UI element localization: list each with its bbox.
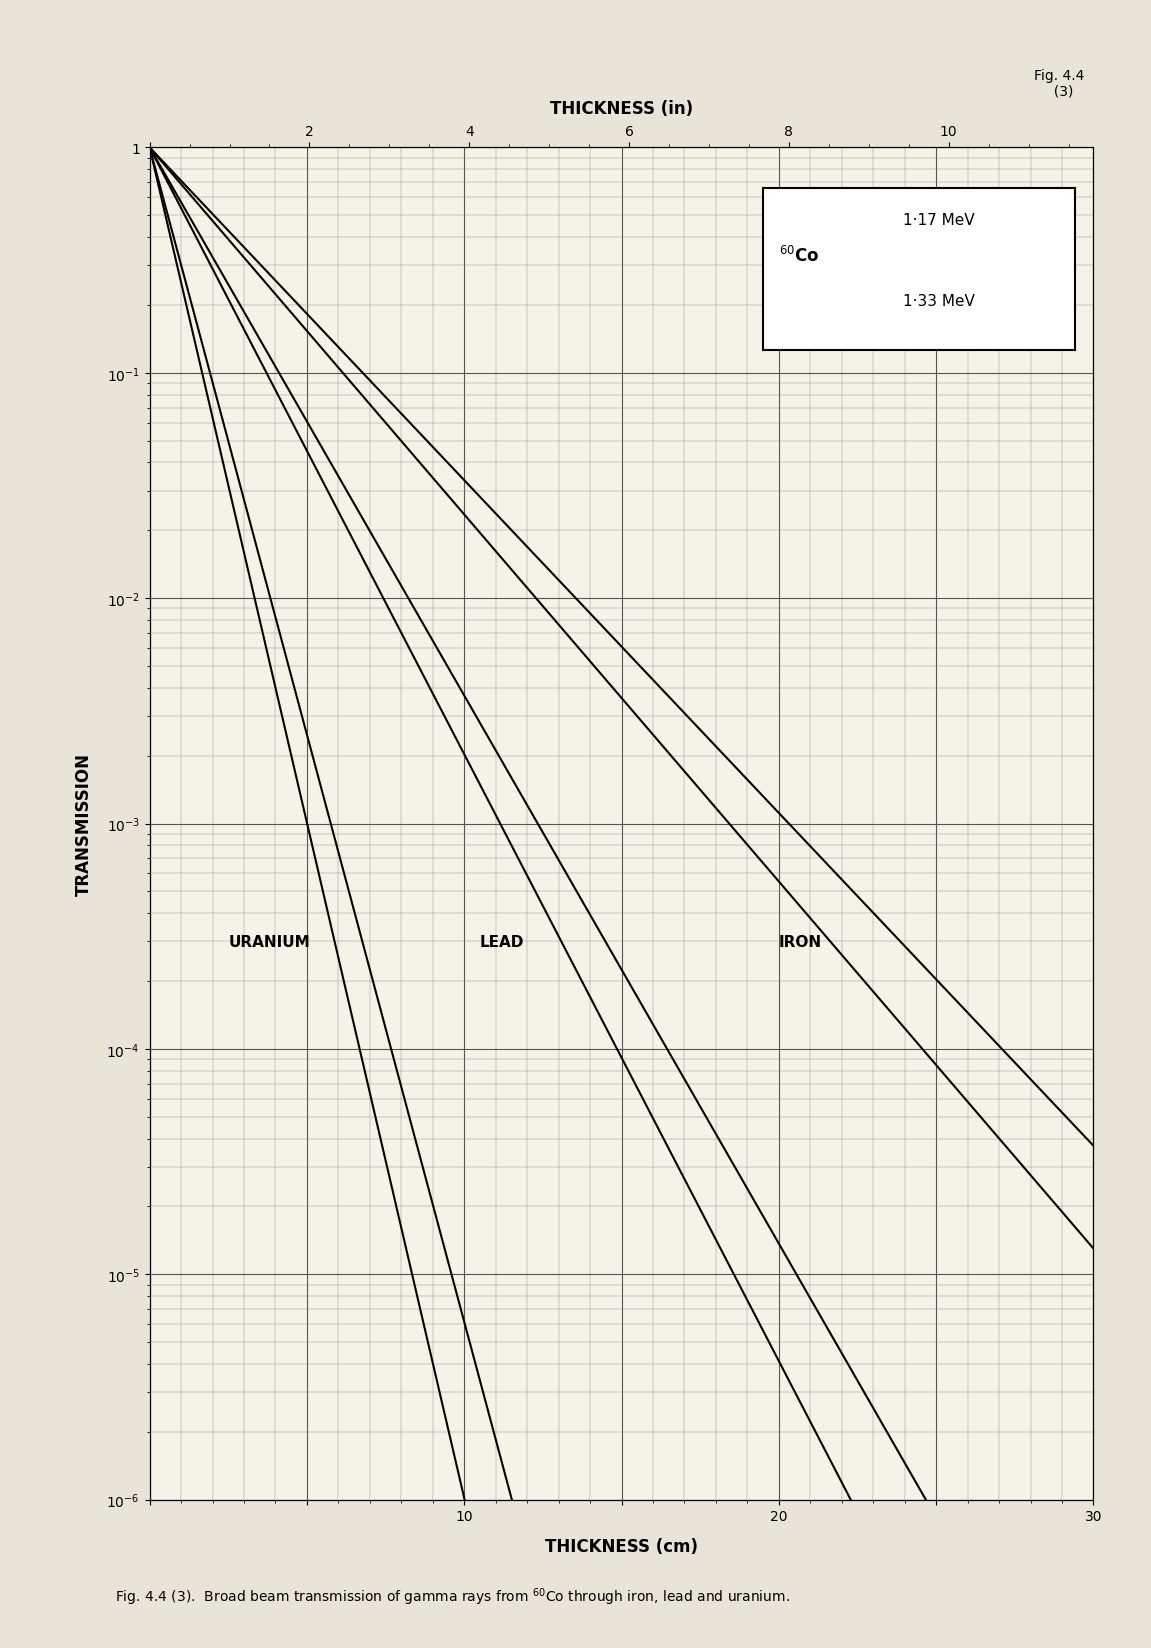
Text: URANIUM: URANIUM <box>228 934 310 949</box>
X-axis label: THICKNESS (in): THICKNESS (in) <box>550 99 693 117</box>
X-axis label: THICKNESS (cm): THICKNESS (cm) <box>546 1538 698 1556</box>
Text: Fig. 4.4
  (3): Fig. 4.4 (3) <box>1034 69 1084 99</box>
Text: IRON: IRON <box>779 934 822 949</box>
Text: LEAD: LEAD <box>480 934 525 949</box>
Text: Fig. 4.4 (3).  Broad beam transmission of gamma rays from $^{60}$Co through iron: Fig. 4.4 (3). Broad beam transmission of… <box>115 1585 790 1607</box>
Y-axis label: TRANSMISSION: TRANSMISSION <box>75 753 92 895</box>
